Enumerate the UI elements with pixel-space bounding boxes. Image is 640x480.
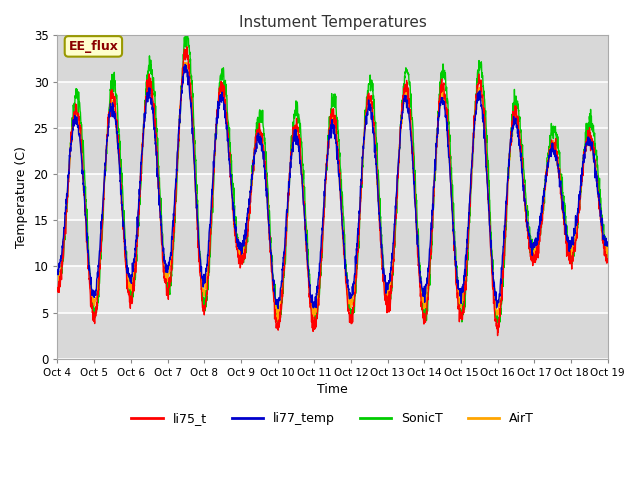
AirT	[604, 245, 612, 251]
li75_t	[556, 166, 563, 171]
AirT	[275, 318, 282, 324]
Bar	[58, 220, 608, 266]
li77_temp	[604, 240, 612, 246]
li77_temp	[493, 303, 500, 309]
SonicT	[182, 33, 189, 38]
Bar	[58, 36, 608, 82]
SonicT	[361, 108, 369, 113]
Y-axis label: Temperature (C): Temperature (C)	[15, 146, 28, 248]
SonicT	[571, 246, 579, 252]
X-axis label: Time: Time	[317, 384, 348, 396]
Line: SonicT: SonicT	[58, 36, 608, 322]
Line: li77_temp: li77_temp	[58, 64, 608, 309]
AirT	[361, 127, 369, 133]
li77_temp	[361, 128, 369, 133]
li77_temp	[275, 306, 282, 312]
Line: AirT: AirT	[58, 63, 608, 321]
SonicT	[54, 273, 61, 278]
Legend: li75_t, li77_temp, SonicT, AirT: li75_t, li77_temp, SonicT, AirT	[126, 407, 539, 430]
Title: Instument Temperatures: Instument Temperatures	[239, 15, 426, 30]
SonicT	[349, 308, 356, 314]
SonicT	[493, 312, 500, 318]
Bar	[58, 82, 608, 128]
Bar	[58, 174, 608, 220]
SonicT	[273, 319, 281, 325]
AirT	[54, 277, 61, 283]
li77_temp	[349, 292, 356, 298]
AirT	[180, 60, 188, 66]
AirT	[556, 173, 563, 179]
li75_t	[183, 44, 191, 49]
li75_t	[349, 319, 356, 325]
li77_temp	[571, 231, 579, 237]
li75_t	[493, 320, 500, 326]
AirT	[493, 312, 500, 318]
AirT	[571, 236, 579, 242]
SonicT	[556, 150, 563, 156]
li75_t	[207, 218, 215, 224]
Bar	[58, 128, 608, 174]
li77_temp	[181, 61, 189, 67]
AirT	[349, 296, 356, 301]
li75_t	[571, 248, 579, 254]
li75_t	[604, 258, 612, 264]
Bar	[58, 312, 608, 359]
li77_temp	[54, 269, 61, 275]
Line: li75_t: li75_t	[58, 47, 608, 336]
SonicT	[604, 255, 612, 261]
li77_temp	[207, 207, 215, 213]
SonicT	[207, 228, 215, 234]
li75_t	[361, 129, 369, 135]
AirT	[207, 213, 215, 219]
li75_t	[54, 286, 61, 292]
li75_t	[493, 333, 501, 338]
li77_temp	[556, 184, 563, 190]
Text: EE_flux: EE_flux	[68, 40, 118, 53]
Bar	[58, 266, 608, 312]
